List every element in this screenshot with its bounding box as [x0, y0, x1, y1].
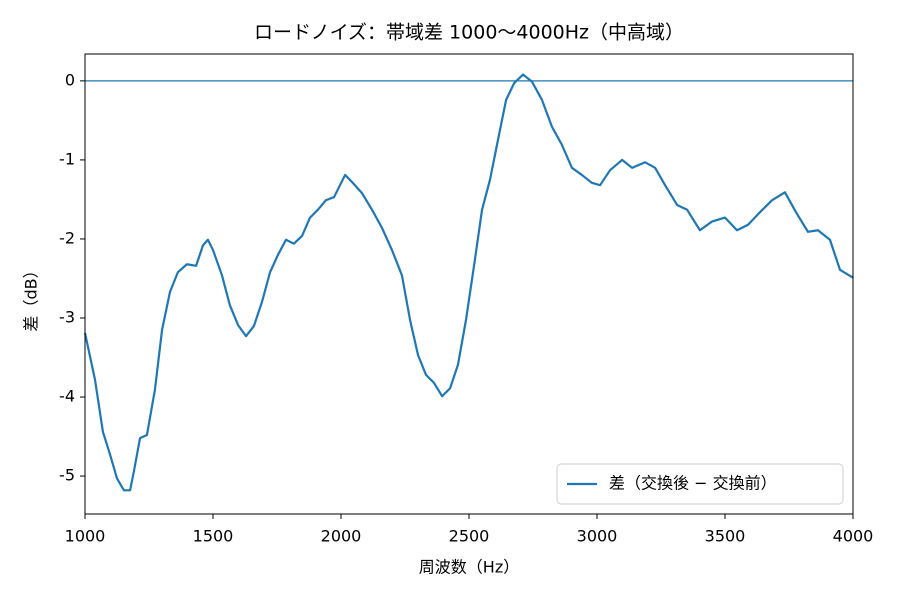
- y-tick-label: -2: [59, 228, 75, 247]
- x-tick-label: 4000: [833, 527, 874, 546]
- legend-label: 差（交換後 − 交換前）: [609, 474, 777, 493]
- x-tick-label: 3500: [705, 527, 746, 546]
- y-tick-label: -3: [59, 307, 75, 326]
- x-tick-label: 2500: [449, 527, 490, 546]
- x-tick-label: 1000: [65, 527, 106, 546]
- x-tick-label: 1500: [193, 527, 234, 546]
- data-line: [83, 73, 854, 492]
- plot-frame: [84, 53, 854, 515]
- x-tick-label: 2000: [321, 527, 362, 546]
- x-tick-label: 3000: [577, 527, 618, 546]
- y-tick-label: 0: [65, 70, 75, 89]
- x-axis-label: 周波数（Hz）: [419, 558, 519, 577]
- legend-box: [556, 463, 844, 505]
- chart-title: ロードノイズ：帯域差 1000〜4000Hz（中高域）: [254, 22, 684, 44]
- y-axis-label: 差（dB）: [22, 262, 41, 331]
- y-tick-label: -4: [59, 387, 75, 406]
- y-tick-label: -1: [59, 149, 75, 168]
- y-tick-label: -5: [59, 466, 75, 485]
